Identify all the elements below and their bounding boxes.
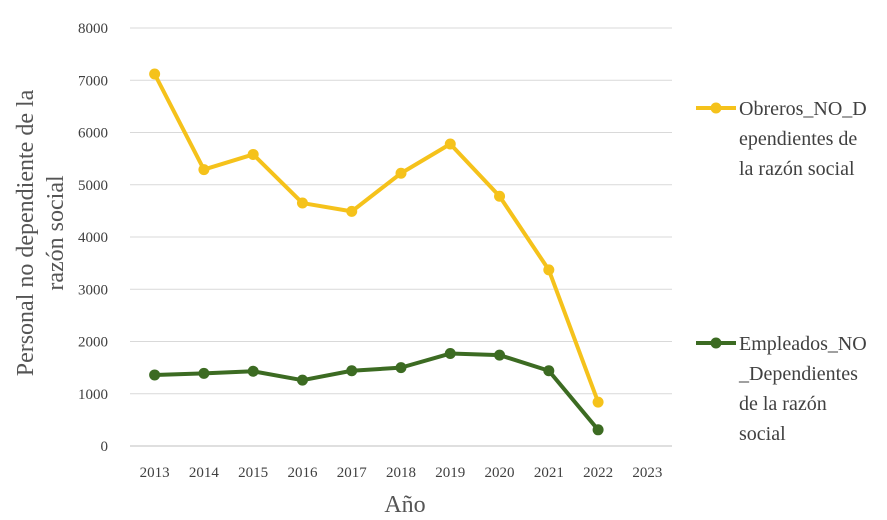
legend-label-line: social	[739, 423, 786, 445]
series-2-point	[247, 365, 259, 377]
x-tick-label: 2023	[632, 465, 662, 481]
x-tick-label: 2015	[238, 465, 268, 481]
legend-label-line: de la razón	[739, 393, 827, 415]
x-tick-label: 2022	[583, 465, 613, 481]
x-tick-label: 2021	[534, 465, 564, 481]
series-2-point	[444, 348, 456, 360]
y-tick-label: 5000	[78, 178, 108, 194]
series-1-point	[444, 138, 456, 150]
series-1-point	[346, 205, 358, 217]
series-1-point	[494, 190, 506, 202]
series-2-point	[494, 349, 506, 361]
series-1-point	[198, 164, 210, 176]
x-tick-label: 2013	[140, 465, 170, 481]
y-tick-label: 0	[101, 439, 109, 455]
series-2-point	[346, 365, 358, 377]
legend-label-line: ependientes de	[739, 128, 857, 150]
y-tick-label: 4000	[78, 230, 108, 246]
y-tick-label: 2000	[78, 335, 108, 351]
y-tick-label: 6000	[78, 126, 108, 142]
series-line-2	[154, 351, 600, 432]
x-tick-label: 2014	[189, 465, 220, 481]
y-axis-title-line-2: razón social	[43, 175, 69, 291]
y-axis-title: Personal no dependiente de la razón soci…	[13, 89, 69, 376]
series-2-point	[149, 369, 161, 381]
series-1-point	[247, 148, 259, 160]
x-axis-title: Año	[384, 492, 425, 518]
y-tick-label: 8000	[78, 21, 108, 37]
series-1-point	[296, 197, 308, 209]
series-1-point	[149, 68, 161, 80]
y-tick-label: 7000	[78, 73, 108, 89]
series-line-1	[152, 73, 600, 403]
grid-lines	[130, 27, 672, 447]
y-tick-label: 3000	[78, 282, 108, 298]
legend-marker	[710, 337, 722, 349]
y-tick-label: 1000	[78, 387, 108, 403]
x-tick-label: 2016	[287, 465, 318, 481]
series-1-point	[592, 396, 604, 408]
series-2-point	[543, 365, 555, 377]
legend-label-line: la razón social	[739, 158, 855, 180]
x-tick-label: 2019	[435, 465, 465, 481]
y-axis-ticks: 0 1000 2000 3000 4000 5000 6000 7000 8000	[78, 21, 108, 455]
series-group	[149, 68, 604, 436]
legend-label-line: Obreros_NO_D	[739, 98, 867, 120]
x-tick-label: 2020	[485, 465, 515, 481]
series-2-point	[296, 374, 308, 386]
series-1-point	[395, 167, 407, 179]
series-2-point	[395, 362, 407, 374]
x-tick-label: 2018	[386, 465, 416, 481]
series-1-point	[543, 264, 555, 276]
legend-entry-1: Obreros_NO_D ependientes de la razón socia…	[696, 98, 867, 180]
legend-label-line: Empleados_NO	[739, 333, 867, 355]
y-axis-title-line-1: Personal no dependiente de la	[13, 89, 39, 376]
legend: Obreros_NO_D ependientes de la razón socia…	[696, 98, 867, 445]
legend-label-line: _Dependientes	[738, 363, 858, 385]
legend-marker	[710, 102, 722, 114]
x-tick-label: 2017	[337, 465, 368, 481]
x-axis-ticks: 2013 2014 2015 2016 2017 2018 2019 2020 2021 2022…	[140, 465, 663, 481]
series-2-point	[198, 367, 210, 379]
series-2-point	[592, 424, 604, 436]
